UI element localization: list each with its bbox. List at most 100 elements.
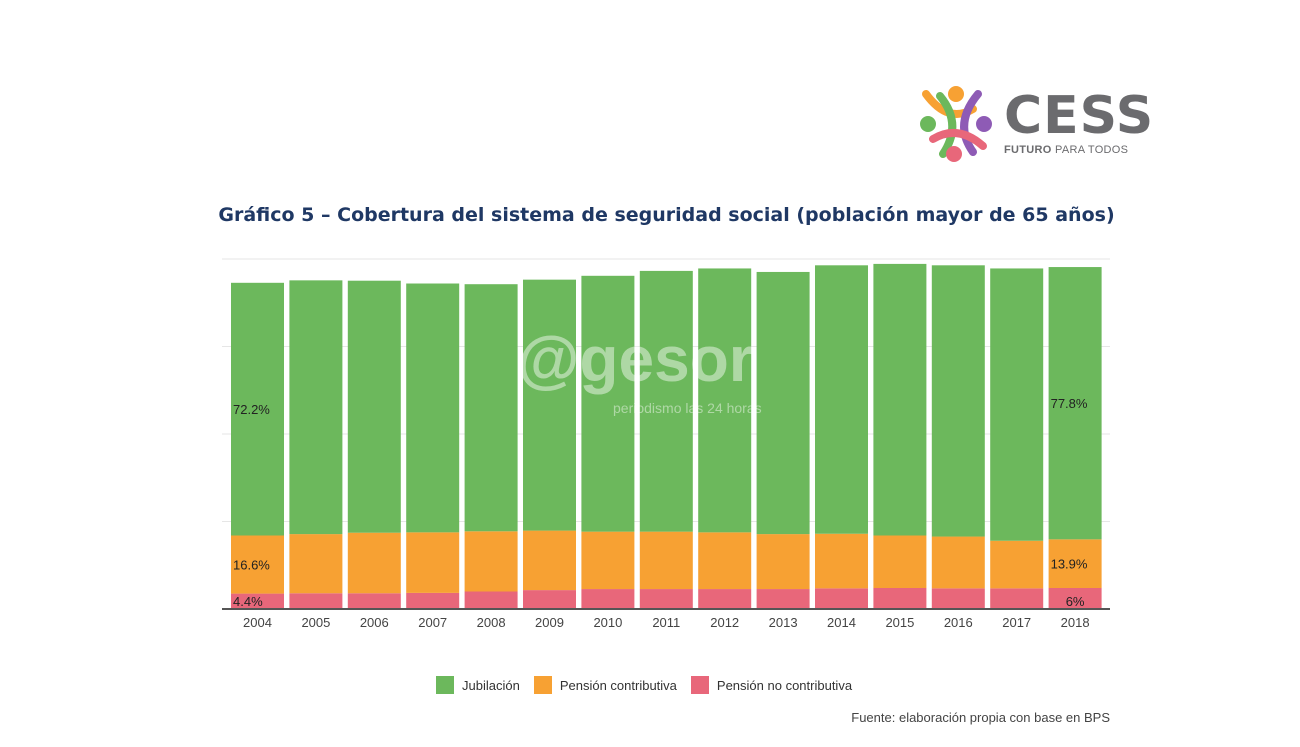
legend-item-pension-contributiva: Pensión contributiva: [533, 676, 677, 694]
bar-stack-2015: [873, 263, 927, 609]
x-tick-label: 2016: [944, 615, 973, 630]
bar-segment: [347, 532, 401, 594]
bar-segment: [698, 268, 752, 533]
bar-segment: [931, 588, 985, 609]
bar-segment: [464, 531, 518, 592]
bar-segment: [289, 280, 343, 535]
bar-stack-2017: [990, 268, 1044, 609]
data-label: 13.9%: [1051, 557, 1088, 572]
bar-stack-2013: [756, 271, 810, 609]
x-tick-label: 2005: [301, 615, 330, 630]
bar-segment: [406, 532, 460, 593]
bar-segment: [756, 589, 810, 609]
logo-name: CESS: [1004, 86, 1155, 146]
bar-segment: [990, 540, 1044, 589]
bar-segment: [873, 588, 927, 609]
legend-item-jubilacion: Jubilación: [436, 676, 520, 694]
bar-segment: [873, 263, 927, 536]
legend-swatch: [690, 676, 709, 694]
bar-stack-2014: [815, 265, 868, 609]
data-label: 4.4%: [233, 594, 263, 609]
bar-segment: [698, 532, 752, 590]
bar-segment: [639, 589, 693, 609]
x-tick-label: 2014: [827, 615, 856, 630]
bar-segment: [523, 279, 576, 531]
tagline-rest: PARA TODOS: [1051, 144, 1129, 156]
bar-segment: [931, 536, 985, 589]
legend: Jubilación Pensión contributiva Pensión …: [436, 676, 852, 694]
bar-segment: [289, 593, 343, 609]
bar-segment: [406, 283, 460, 533]
cess-logo: CESS FUTURO PARA TODOS: [918, 84, 1153, 164]
bar-segment: [1048, 267, 1102, 540]
bar-stack-2005: [289, 280, 343, 609]
x-tick-label: 2008: [477, 615, 506, 630]
bar-segment: [815, 588, 868, 609]
x-tick-label: 2015: [885, 615, 914, 630]
legend-item-pension-no-contributiva: Pensión no contributiva: [690, 676, 853, 694]
bar-segment: [406, 592, 460, 609]
bar-segment: [639, 270, 693, 532]
bar-segment: [756, 271, 810, 535]
x-tick-label: 2004: [243, 615, 272, 630]
x-tick-label: 2017: [1002, 615, 1031, 630]
legend-label: Pensión contributiva: [559, 677, 677, 693]
bar-segment: [990, 588, 1044, 609]
bar-stack-2016: [931, 265, 985, 609]
x-tick-label: 2006: [360, 615, 389, 630]
bar-segment: [698, 589, 752, 609]
data-label: 16.6%: [233, 558, 270, 573]
tagline-bold: FUTURO: [1004, 144, 1052, 156]
bar-stack-2010: [581, 275, 635, 609]
x-tick-label: 2007: [418, 615, 447, 630]
x-tick-label: 2010: [593, 615, 622, 630]
bar-segment: [464, 591, 518, 609]
bar-segment: [873, 535, 927, 588]
x-tick-label: 2011: [652, 615, 680, 630]
bar-segment: [523, 590, 576, 609]
chart-title: Gráfico 5 – Cobertura del sistema de seg…: [218, 204, 1115, 226]
bar-segment: [347, 280, 401, 533]
bar-segment: [815, 265, 868, 534]
bar-segment: [523, 530, 576, 591]
bar-segment: [756, 534, 810, 590]
bar-segment: [231, 593, 284, 609]
data-label: 72.2%: [233, 402, 270, 417]
bar-stack-2006: [347, 280, 401, 609]
x-tick-label: 2012: [710, 615, 739, 630]
bar-stack-2008: [464, 284, 518, 609]
legend-label: Jubilación: [462, 677, 520, 693]
x-tick-label: 2009: [535, 615, 564, 630]
bar-segment: [581, 275, 635, 532]
legend-swatch: [436, 676, 454, 694]
cess-people-icon: [920, 86, 992, 162]
bar-stack-2011: [639, 270, 693, 609]
bar-segment: [1048, 539, 1102, 588]
bar-segment: [581, 531, 635, 590]
bar-segment: [464, 284, 518, 532]
bar-segment: [990, 268, 1044, 541]
bar-stack-2004: [231, 282, 284, 609]
bar-stack-2018: [1048, 267, 1102, 609]
legend-swatch: [533, 676, 552, 694]
bar-stack-2012: [698, 268, 752, 609]
bar-stack-2009: [523, 279, 576, 609]
bar-segment: [289, 534, 343, 594]
bar-segment: [931, 265, 985, 537]
logo-tagline: FUTURO PARA TODOS: [1004, 144, 1128, 156]
data-label: 6%: [1066, 594, 1085, 609]
bar-segment: [231, 282, 284, 536]
bar-stack-2007: [406, 283, 460, 609]
bar-segment: [347, 593, 401, 609]
bar-segment: [639, 531, 693, 590]
source-note: Fuente: elaboración propia con base en B…: [851, 710, 1110, 725]
bar-segment: [815, 533, 868, 589]
x-tick-label: 2018: [1061, 615, 1090, 630]
x-tick-label: 2013: [769, 615, 798, 630]
legend-label: Pensión no contributiva: [716, 677, 853, 693]
data-label: 77.8%: [1051, 396, 1088, 411]
bar-segment: [231, 535, 284, 594]
bar-segment: [581, 589, 635, 609]
bar-segment: [1048, 588, 1102, 609]
